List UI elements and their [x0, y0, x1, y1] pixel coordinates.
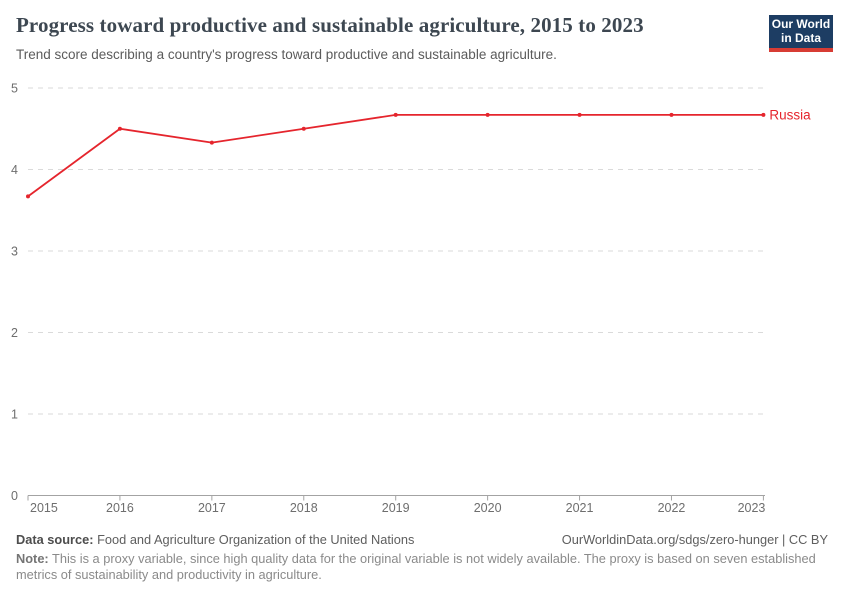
data-point[interactable]: [209, 140, 214, 145]
footer-note: Note: This is a proxy variable, since hi…: [16, 551, 824, 584]
x-tick-label: 2016: [106, 501, 134, 515]
data-point[interactable]: [577, 112, 582, 117]
data-source: Data source: Food and Agriculture Organi…: [16, 532, 414, 547]
data-point[interactable]: [761, 112, 766, 117]
owid-logo-line2: in Data: [780, 30, 821, 45]
y-tick-label: 2: [11, 326, 18, 340]
data-line-russia[interactable]: [27, 113, 765, 198]
attribution-link[interactable]: OurWorldinData.org/sdgs/zero-hunger | CC…: [561, 532, 828, 547]
x-tick-label: 2021: [566, 501, 594, 515]
data-point[interactable]: [485, 112, 490, 117]
line-chart: 0 1 2 3 4 5 2015 2016 2017 2018 2019 2020 2021 2022 20…: [11, 82, 811, 516]
data-point[interactable]: [117, 126, 122, 131]
y-tick-label: 5: [11, 82, 18, 96]
footer-source-row: Data source: Food and Agriculture Organi…: [16, 532, 828, 547]
data-point[interactable]: [393, 112, 398, 117]
y-tick-label: 1: [11, 408, 18, 422]
data-point[interactable]: [669, 112, 674, 117]
series-label-russia[interactable]: Russia: [769, 107, 811, 122]
data-source-label: Data source:: [16, 532, 94, 547]
x-tick-label: 2017: [198, 501, 226, 515]
x-tick-label: 2018: [290, 501, 318, 515]
data-point[interactable]: [301, 126, 306, 131]
owid-logo-line1: Our World: [771, 16, 831, 31]
x-tick-label: 2020: [474, 501, 502, 515]
x-tick-label: 2023: [738, 501, 766, 515]
footer-note-text: This is a proxy variable, since high qua…: [16, 551, 816, 583]
y-tick-label: 4: [11, 163, 18, 177]
y-tick-label: 0: [11, 489, 18, 503]
data-point[interactable]: [26, 194, 30, 199]
owid-logo[interactable]: Our World in Data: [769, 15, 833, 52]
x-tick-label: 2015: [30, 501, 58, 515]
x-tick-label: 2022: [658, 501, 686, 515]
chart-title: Progress toward productive and sustainab…: [16, 13, 644, 37]
data-source-text: Food and Agriculture Organization of the…: [97, 532, 415, 547]
footer-note-label: Note:: [16, 551, 49, 566]
chart-subtitle: Trend score describing a country's progr…: [16, 47, 557, 62]
y-tick-label: 3: [11, 245, 18, 259]
x-tick-label: 2019: [382, 501, 410, 515]
